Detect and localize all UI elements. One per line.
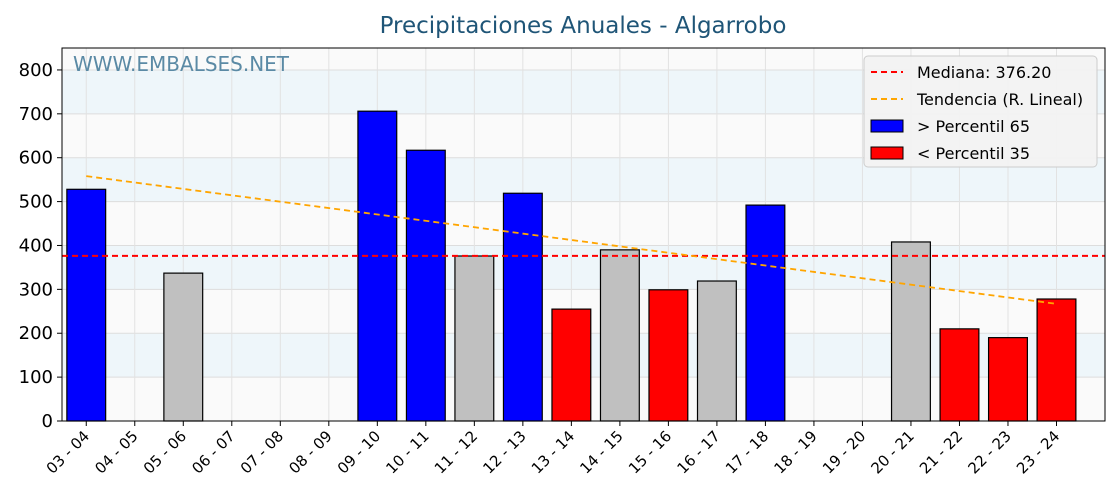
bar-20-21	[890, 241, 931, 422]
y-tick-label: 400	[19, 235, 53, 256]
x-tick-label: 04 - 05	[91, 427, 141, 477]
bar-13-14	[551, 308, 592, 422]
x-tick-label: 15 - 16	[625, 427, 675, 477]
x-tick-label: 21 - 22	[916, 427, 966, 477]
bar-03-04	[66, 188, 107, 422]
plot-frame	[61, 47, 1106, 422]
bar-series	[66, 110, 1077, 422]
bar-21-22	[939, 328, 980, 422]
x-tick-label: 17 - 18	[722, 427, 772, 477]
chart-title: Precipitaciones Anuales - Algarrobo	[380, 13, 787, 39]
y-tick-label: 0	[42, 411, 53, 432]
x-tick-label: 14 - 15	[576, 427, 626, 477]
legend-box-swatch	[870, 146, 904, 160]
x-tick-label: 22 - 23	[965, 427, 1015, 477]
legend-label: < Percentil 35	[917, 144, 1030, 163]
y-tick-label: 600	[19, 148, 53, 169]
x-tick-label: 19 - 20	[819, 427, 869, 477]
trend-line	[86, 175, 1057, 305]
watermark-text: WWW.EMBALSES.NET	[73, 52, 290, 76]
x-tick-label: 08 - 09	[285, 427, 335, 477]
bar-17-18	[745, 204, 786, 422]
x-tick-label: 20 - 21	[867, 427, 917, 477]
legend: Mediana: 376.20 Tendencia (R. Lineal) > P…	[863, 55, 1098, 168]
x-tick-label: 07 - 08	[237, 427, 287, 477]
bar-12-13	[502, 192, 543, 422]
y-tick-label: 200	[19, 323, 53, 344]
legend-label: > Percentil 65	[917, 117, 1030, 136]
x-tick-label: 11 - 12	[431, 427, 481, 477]
x-tick-label: 16 - 17	[673, 427, 723, 477]
bar-10-11	[405, 149, 446, 422]
bar-16-17	[696, 280, 737, 422]
y-tick-label: 100	[19, 367, 53, 388]
x-tick-label: 09 - 10	[334, 427, 384, 477]
legend-box-swatch	[870, 119, 904, 133]
bar-23-24	[1036, 298, 1077, 422]
bar-14-15	[599, 249, 640, 422]
x-tick-label: 05 - 06	[140, 427, 190, 477]
x-tick-label: 06 - 07	[188, 427, 238, 477]
x-tick-label: 18 - 19	[770, 427, 820, 477]
x-tick-label: 13 - 14	[528, 427, 578, 477]
x-tick-label: 10 - 11	[382, 427, 432, 477]
x-tick-label: 03 - 04	[43, 427, 93, 477]
legend-box	[863, 55, 1098, 168]
y-tick-label: 700	[19, 104, 53, 125]
y-tick-label: 800	[19, 60, 53, 81]
x-tick-label: 23 - 24	[1013, 427, 1063, 477]
bar-22-23	[987, 337, 1028, 422]
legend-label: Tendencia (R. Lineal)	[916, 90, 1083, 109]
x-tick-label: 12 - 13	[479, 427, 529, 477]
bar-09-10	[357, 110, 398, 422]
bar-05-06	[163, 272, 204, 422]
reference-lines	[62, 175, 1105, 305]
y-tick-label: 500	[19, 192, 53, 213]
y-tick-label: 300	[19, 279, 53, 300]
bar-15-16	[648, 289, 689, 422]
bar-11-12	[454, 255, 495, 422]
legend-label: Mediana: 376.20	[917, 63, 1051, 82]
plot-band	[62, 245, 1105, 290]
